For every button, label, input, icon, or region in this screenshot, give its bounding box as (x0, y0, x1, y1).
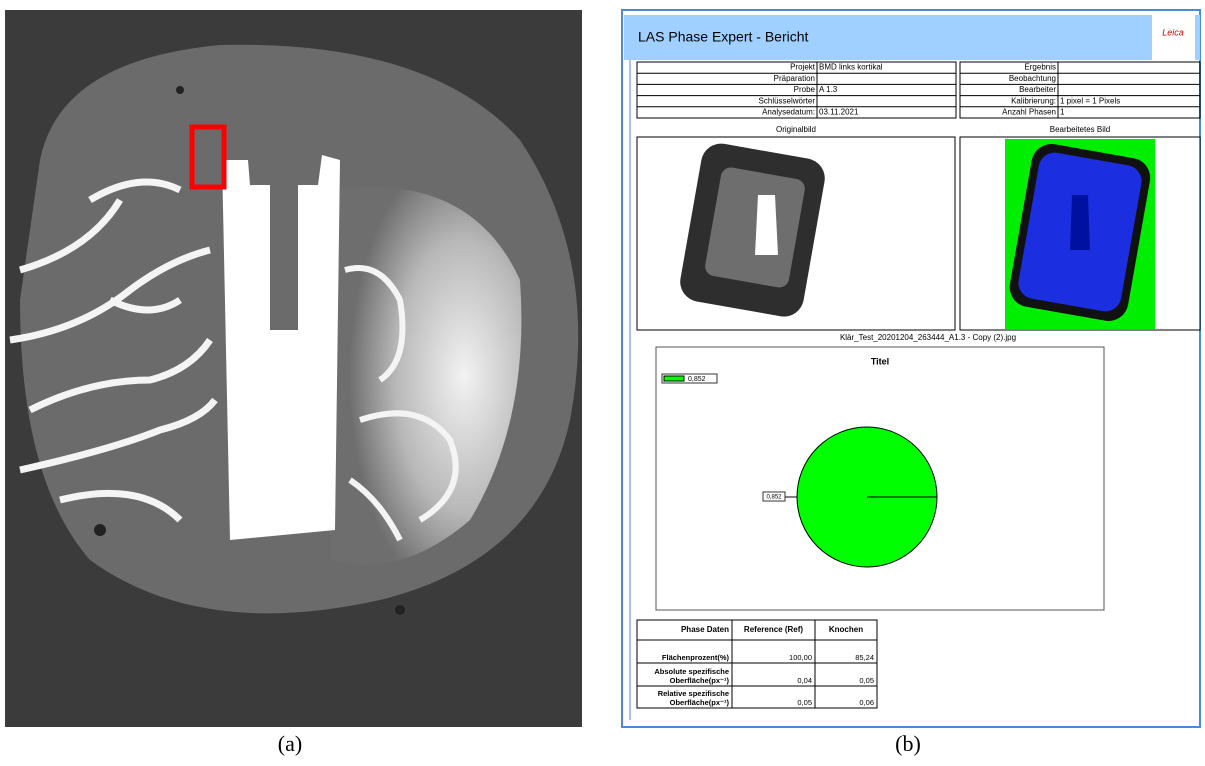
meta-label: Probe (794, 85, 816, 94)
table-cell: 0,05 (797, 698, 812, 707)
caption: (a) (278, 731, 302, 756)
report-title: LAS Phase Expert - Bericht (638, 29, 809, 45)
meta-value: BMD links kortikal (819, 63, 883, 72)
filename: Klär_Test_20201204_263444_A1.3 - Copy (2… (840, 333, 1016, 342)
ct-image (5, 10, 582, 727)
meta-value: A 1.3 (819, 85, 838, 94)
image-label: Originalbild (776, 125, 816, 134)
table-cell: 85,24 (855, 653, 874, 662)
table-cell: 0,04 (797, 676, 812, 685)
image-label: Bearbeitetes Bild (1050, 125, 1110, 134)
logo-box (1152, 15, 1195, 60)
caption: (b) (895, 731, 921, 756)
meta-label: Schlüsselwörter (759, 96, 816, 105)
data-label: 0,852 (766, 495, 782, 501)
meta-label: Bearbeiter (1019, 85, 1056, 94)
meta-label: Anzahl Phasen (1002, 108, 1056, 117)
figure: (a) (b) LAS Phase Expert - Bericht Leica… (0, 0, 1205, 761)
table-header: Reference (Ref) (744, 625, 803, 634)
meta-value: 1 pixel = 1 Pixels (1060, 96, 1120, 105)
meta-value: 03.11.2021 (819, 108, 859, 117)
processed-image (1005, 139, 1155, 329)
table-header: Knochen (829, 625, 863, 634)
chart-title: Titel (871, 356, 889, 366)
meta-value: 1 (1060, 108, 1065, 117)
table-header: Phase Daten (681, 625, 729, 634)
meta-label: Präparation (774, 74, 815, 83)
meta-label: Beobachtung (1009, 74, 1056, 83)
meta-label: Ergebnis (1024, 63, 1056, 72)
meta-label: Kalibrierung: (1011, 96, 1056, 105)
logo: Leica (1162, 27, 1184, 37)
table-cell: 0,06 (859, 698, 874, 707)
legend-swatch (664, 376, 684, 381)
page: (a) (b) LAS Phase Expert - Bericht Leica… (0, 0, 1205, 761)
meta-label: Projekt (790, 63, 816, 72)
row-label: Flächenprozent(%) (662, 653, 730, 662)
table-cell: 0,05 (859, 676, 874, 685)
meta-label: Analysedatum: (762, 108, 815, 117)
table-cell: 100,00 (789, 653, 812, 662)
legend-label: 0,852 (688, 376, 706, 383)
